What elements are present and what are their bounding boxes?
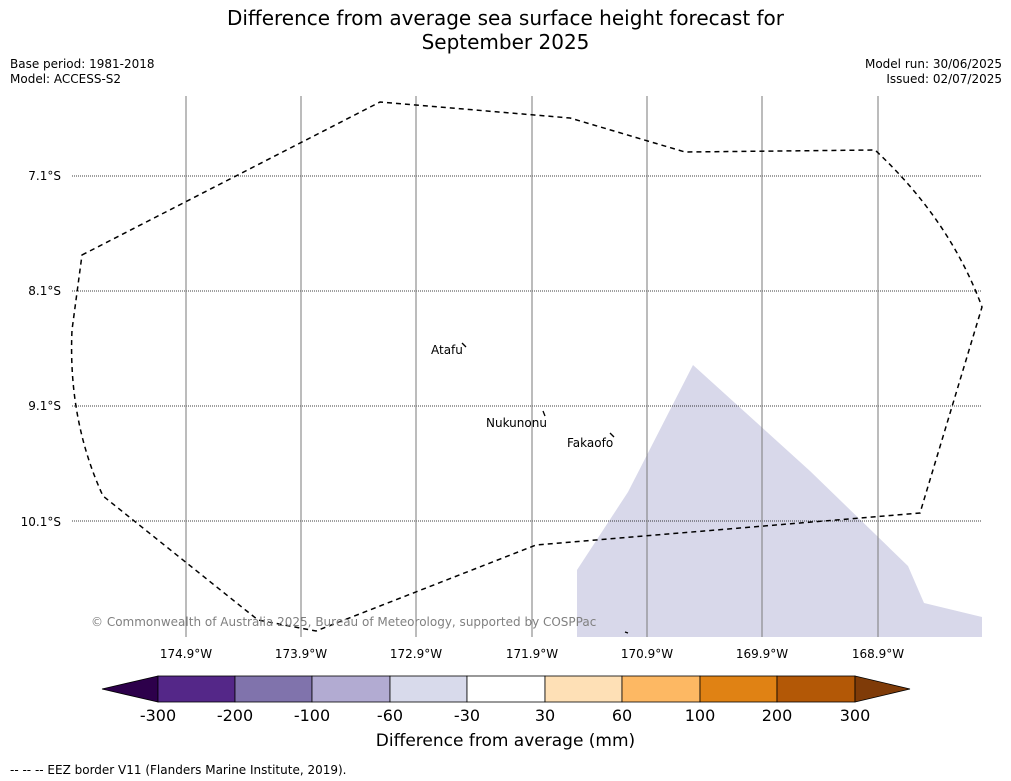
title-line-1: Difference from average sea surface heig…	[226, 6, 785, 30]
colorbar-bin-60-30	[389, 675, 468, 703]
colorbar-bin-200-100	[234, 675, 313, 703]
title-line-2: September 2025	[421, 30, 590, 54]
run-info: Model run: 30/06/2025 Issued: 02/07/2025	[865, 57, 1002, 87]
issued-date: Issued: 02/07/2025	[886, 72, 1002, 86]
eez-boundary	[70, 101, 983, 632]
lat-label-7-1: 7.1°S	[28, 169, 61, 183]
base-period: Base period: 1981-2018	[10, 57, 155, 71]
latitude-gridlines	[72, 175, 982, 522]
cbar-tick-30: 30	[535, 706, 555, 725]
copyright-notice: © Commonwealth of Australia 2025, Bureau…	[91, 615, 596, 629]
cbar-tick-60: 60	[612, 706, 632, 725]
colorbar-bin-200-300	[776, 675, 856, 703]
map-title: Difference from average sea surface heig…	[0, 6, 1011, 54]
lon-label-173-9: 173.9°W	[275, 647, 327, 661]
cbar-tick--100: -100	[294, 706, 330, 725]
colorbar-extend-low	[101, 675, 159, 703]
lon-label-172-9: 172.9°W	[390, 647, 442, 661]
cbar-tick-100: 100	[685, 706, 716, 725]
cbar-tick--60: -60	[377, 706, 403, 725]
eez-legend: -- -- -- EEZ border V11 (Flanders Marine…	[10, 763, 347, 777]
small-islet	[624, 631, 629, 634]
sea-height-anomaly-region	[577, 365, 982, 637]
colorbar-bin-60-100	[621, 675, 701, 703]
lat-label-10-1: 10.1°S	[21, 515, 61, 529]
cbar-tick--30: -30	[454, 706, 480, 725]
cbar-tick--300: -300	[140, 706, 176, 725]
place-atafu: Atafu	[431, 343, 463, 357]
atafu-atoll	[461, 342, 467, 348]
cbar-tick-300: 300	[840, 706, 871, 725]
lon-label-168-9: 168.9°W	[852, 647, 904, 661]
fakaofo-atoll	[609, 432, 615, 438]
colorbar-label: Difference from average (mm)	[375, 731, 636, 751]
cbar-tick--200: -200	[217, 706, 253, 725]
colorbar-bin-30-60	[544, 675, 623, 703]
cbar-tick-200: 200	[762, 706, 793, 725]
place-nukunonu: Nukunonu	[486, 416, 547, 430]
lat-label-8-1: 8.1°S	[28, 284, 61, 298]
colorbar	[101, 675, 911, 703]
lat-label-9-1: 9.1°S	[28, 399, 61, 413]
model-name: Model: ACCESS-S2	[10, 72, 122, 86]
colorbar-bin-30-30	[466, 675, 546, 703]
lon-label-174-9: 174.9°W	[160, 647, 212, 661]
model-run-date: Model run: 30/06/2025	[864, 57, 1002, 71]
colorbar-bin-100-200	[699, 675, 778, 703]
colorbar-bin-100-60	[311, 675, 391, 703]
colorbar-extend-high	[854, 675, 911, 703]
nukunonu-atoll	[542, 410, 546, 417]
lon-label-171-9: 171.9°W	[506, 647, 558, 661]
lon-label-169-9: 169.9°W	[736, 647, 788, 661]
longitude-gridlines	[185, 96, 879, 637]
model-info: Base period: 1981-2018 Model: ACCESS-S2	[10, 57, 155, 87]
lon-label-170-9: 170.9°W	[621, 647, 673, 661]
place-fakaofo: Fakaofo	[567, 436, 613, 450]
colorbar-bin-300-200	[157, 675, 236, 703]
